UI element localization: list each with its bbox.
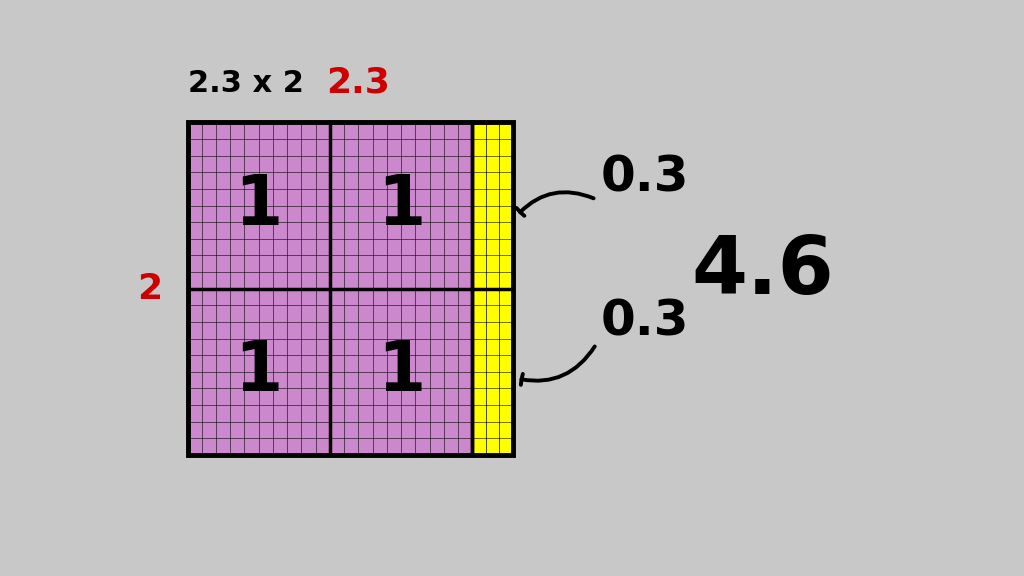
- Text: 4.6: 4.6: [691, 233, 835, 311]
- Bar: [472, 122, 513, 455]
- Text: 2.3 x 2: 2.3 x 2: [187, 69, 303, 98]
- Text: 0.3: 0.3: [600, 153, 689, 201]
- Text: 1: 1: [234, 172, 283, 239]
- Text: 1: 1: [377, 172, 425, 239]
- Bar: [187, 122, 513, 455]
- Text: 1: 1: [234, 338, 283, 406]
- Text: 2.3: 2.3: [327, 65, 390, 99]
- Text: 2: 2: [137, 272, 162, 306]
- Bar: [187, 122, 472, 455]
- Text: 0.3: 0.3: [600, 298, 689, 346]
- Text: 1: 1: [377, 338, 425, 406]
